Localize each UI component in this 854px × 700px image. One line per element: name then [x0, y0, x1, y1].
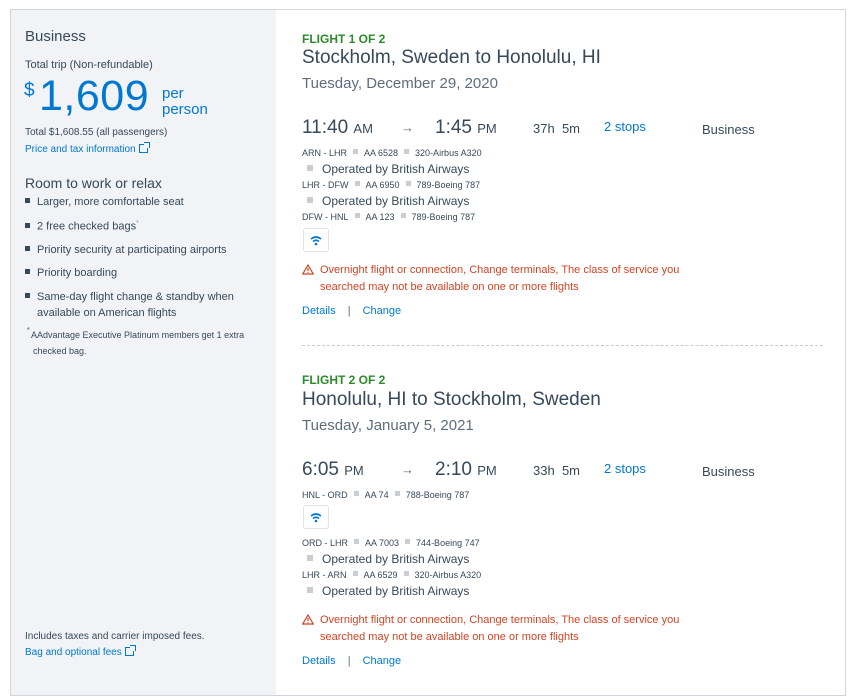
flight-2-route: Honolulu, HI to Stockholm, Sweden [302, 389, 601, 410]
price-currency: $ [24, 80, 35, 101]
flight-2-details-link[interactable]: Details [302, 655, 336, 667]
flight-1-stops[interactable]: 2 stops [604, 119, 646, 134]
total-price: Total $1,608.55 (all passengers) [25, 127, 168, 138]
segment-row: LHR - ARN AA 6529 320-Airbus A320 [302, 570, 482, 580]
footnote: * AAdvantage Executive Platinum members g… [27, 327, 245, 340]
flight-2-stops[interactable]: 2 stops [604, 461, 646, 476]
operated-by: Operated by British Airways [307, 194, 469, 208]
price-person: person [162, 101, 208, 118]
flight-2-duration: 33h 5m [533, 463, 580, 478]
segment-row: ORD - LHR AA 7003 744-Boeing 747 [302, 538, 480, 548]
flight-details-panel [276, 10, 845, 695]
external-link-icon [124, 645, 136, 656]
bullet-icon [25, 269, 30, 274]
price-tax-link[interactable]: Price and tax information [25, 144, 136, 155]
bag-fees-link-wrap[interactable]: Bag and optional fees [25, 645, 136, 658]
flight-divider [302, 345, 823, 346]
footnote-continued: checked bag. [33, 346, 87, 356]
price-per: per [162, 85, 184, 102]
wifi-icon [310, 513, 322, 523]
feature-item: Priority boarding [25, 267, 117, 279]
segment-row: ARN - LHR AA 6528 320-Airbus A320 [302, 148, 482, 158]
operated-by: Operated by British Airways [307, 584, 469, 598]
bullet-icon [25, 293, 30, 298]
segment-row: LHR - DFW AA 6950 789-Boeing 787 [302, 180, 481, 190]
price-tax-link-wrap[interactable]: Price and tax information [25, 142, 150, 155]
flight-2-arrive: 2:10 PM [435, 459, 497, 480]
operated-by: Operated by British Airways [307, 162, 469, 176]
bullet-icon [25, 246, 30, 251]
flight-1-change-link[interactable]: Change [362, 305, 402, 317]
flight-1-date: Tuesday, December 29, 2020 [302, 75, 498, 92]
feature-item: Priority security at participating airpo… [25, 244, 227, 256]
flight-1-duration: 37h 5m [533, 121, 580, 136]
flight-2-date: Tuesday, January 5, 2021 [302, 417, 474, 434]
feature-item: Same-day flight change & standby when [25, 291, 234, 303]
page-frame [10, 9, 846, 696]
feature-item-continued: available on American flights [37, 307, 177, 319]
bag-fees-link[interactable]: Bag and optional fees [25, 647, 122, 658]
flight-2-label: FLIGHT 2 OF 2 [302, 373, 386, 387]
wifi-icon [310, 236, 322, 246]
cabin-title: Business [25, 28, 86, 45]
segment-row: HNL - ORD AA 74 788-Boeing 787 [302, 490, 470, 500]
fare-sidebar [11, 10, 276, 695]
external-link-icon [138, 142, 150, 153]
bullet-icon [25, 222, 30, 228]
features-title: Room to work or relax [25, 175, 162, 191]
flight-1-details-link[interactable]: Details [302, 305, 336, 317]
includes-taxes: Includes taxes and carrier imposed fees. [25, 631, 205, 642]
segment-row: DFW - HNL AA 123 789-Boeing 787 [302, 212, 476, 222]
operated-by: Operated by British Airways [307, 552, 469, 566]
trip-type: Total trip (Non-refundable) [25, 59, 153, 71]
arrow-right-icon: → [401, 120, 414, 135]
flight-1-label: FLIGHT 1 OF 2 [302, 32, 386, 46]
feature-item: 2 free checked bags* [25, 220, 139, 233]
flight-2-change-link[interactable]: Change [362, 655, 402, 667]
warning-icon [302, 264, 314, 275]
flight-2-actions: Details | Change [302, 655, 402, 667]
warning-icon [302, 614, 314, 625]
flight-2-warning: Overnight flight or connection, Change t… [302, 612, 722, 646]
flight-1-arrive: 1:45 PM [435, 117, 497, 138]
flight-1-warning: Overnight flight or connection, Change t… [302, 262, 722, 296]
feature-item: Larger, more comfortable seat [25, 196, 184, 208]
price-amount: 1,609 [39, 72, 150, 120]
flight-2-cabin: Business [702, 464, 755, 479]
flight-1-actions: Details | Change [302, 305, 402, 317]
arrow-right-icon: → [401, 462, 414, 477]
wifi-badge [303, 505, 329, 529]
flight-1-depart: 11:40 AM [302, 117, 373, 138]
flight-1-cabin: Business [702, 122, 755, 137]
bullet-icon [25, 198, 30, 203]
wifi-badge [303, 228, 329, 252]
flight-1-route: Stockholm, Sweden to Honolulu, HI [302, 47, 601, 68]
flight-2-depart: 6:05 PM [302, 459, 364, 480]
